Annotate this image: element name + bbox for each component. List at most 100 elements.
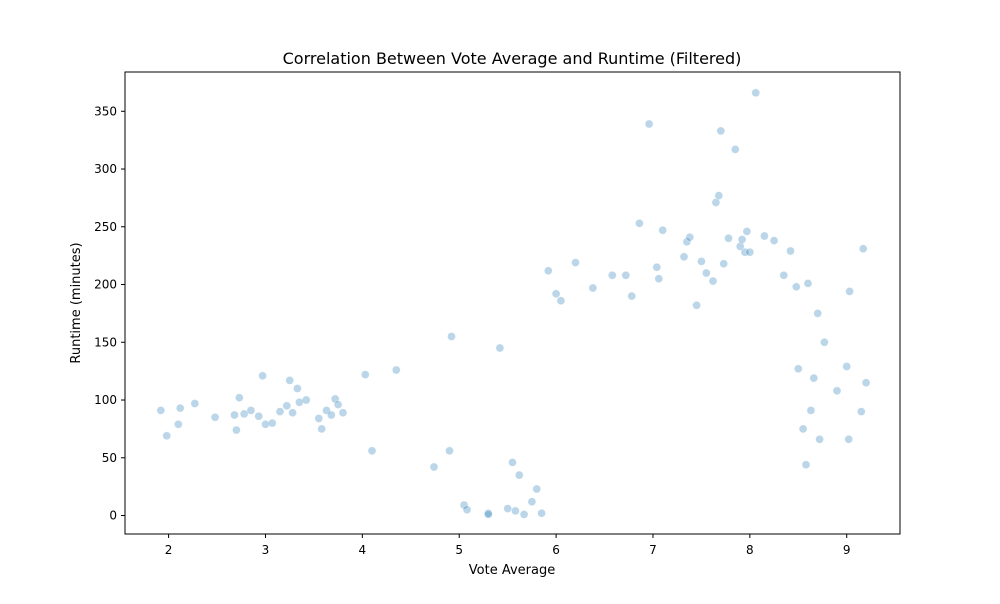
- data-point: [514, 470, 524, 480]
- y-tick-label: 250: [94, 220, 117, 234]
- data-point: [532, 484, 542, 494]
- data-point: [285, 376, 295, 385]
- data-point: [809, 373, 819, 383]
- y-tick-label: 50: [102, 451, 117, 465]
- data-point: [174, 419, 183, 429]
- y-tick-label: 100: [94, 393, 117, 407]
- data-point: [654, 274, 664, 284]
- x-tick-label: 6: [552, 543, 560, 557]
- x-tick-label: 3: [262, 543, 270, 557]
- data-point: [232, 425, 241, 435]
- y-tick-label: 350: [94, 104, 117, 118]
- data-point: [230, 410, 239, 420]
- data-point: [716, 126, 726, 136]
- data-point: [338, 408, 348, 418]
- data-point: [519, 510, 529, 519]
- data-point: [246, 406, 256, 415]
- data-point: [445, 446, 454, 456]
- data-point: [682, 237, 692, 247]
- data-point: [175, 403, 185, 413]
- data-point: [815, 434, 824, 444]
- x-axis: 2 3 4 5 6 7 8 9: [165, 534, 851, 557]
- data-point: [588, 283, 598, 293]
- data-point: [719, 259, 729, 269]
- data-point: [551, 289, 561, 299]
- data-point: [861, 378, 871, 388]
- data-point: [275, 407, 285, 416]
- data-point: [508, 458, 517, 467]
- data-point: [288, 408, 297, 418]
- data-point: [317, 424, 327, 434]
- data-point: [210, 412, 220, 422]
- data-point: [820, 337, 829, 347]
- data-point: [360, 370, 370, 379]
- data-point: [679, 252, 689, 262]
- data-point: [652, 262, 662, 272]
- data-point: [751, 88, 761, 98]
- data-point: [769, 236, 779, 245]
- data-point: [737, 235, 747, 244]
- data-point: [627, 291, 637, 301]
- data-point: [842, 362, 852, 371]
- data-point: [607, 270, 617, 280]
- x-tick-label: 5: [455, 543, 463, 557]
- data-point: [658, 225, 668, 235]
- data-point: [779, 270, 789, 280]
- data-point: [571, 258, 580, 267]
- data-point: [692, 300, 701, 310]
- data-point: [708, 276, 718, 286]
- data-point: [322, 406, 331, 415]
- data-point: [697, 257, 706, 266]
- data-point: [537, 508, 546, 518]
- data-point: [791, 282, 801, 292]
- data-point: [760, 231, 769, 241]
- data-point: [644, 119, 654, 129]
- data-point: [730, 145, 740, 154]
- data-point: [858, 244, 868, 253]
- data-point: [844, 434, 854, 444]
- data-point: [190, 399, 200, 408]
- data-point: [162, 431, 171, 441]
- data-point: [801, 460, 811, 470]
- y-tick-label: 0: [109, 509, 117, 523]
- data-point: [786, 246, 795, 256]
- y-tick-label: 300: [94, 162, 117, 176]
- y-axis: 0 50 100 150 200 250 300 350: [94, 104, 125, 523]
- data-point: [293, 384, 302, 393]
- plot-frame: [124, 71, 901, 535]
- data-point: [701, 268, 711, 278]
- data-point: [635, 219, 644, 228]
- chart-title: Correlation Between Vote Average and Run…: [283, 49, 742, 68]
- x-tick-label: 2: [165, 543, 173, 557]
- data-point: [793, 364, 803, 374]
- data-point: [483, 510, 493, 519]
- data-point: [685, 232, 695, 242]
- data-point: [391, 365, 401, 375]
- data-point: [621, 270, 631, 280]
- data-point: [856, 407, 866, 416]
- data-point: [429, 462, 439, 472]
- data-point: [333, 400, 343, 409]
- y-axis-label: Runtime (minutes): [69, 242, 84, 363]
- data-point: [740, 247, 750, 257]
- data-point: [462, 505, 472, 515]
- data-point: [267, 418, 277, 428]
- data-point: [261, 419, 270, 429]
- points-layer: [156, 88, 871, 519]
- data-point: [239, 409, 249, 419]
- data-point: [806, 406, 816, 415]
- data-point: [258, 371, 267, 381]
- data-point: [301, 395, 311, 405]
- data-point: [282, 401, 292, 411]
- x-tick-label: 4: [359, 543, 367, 557]
- x-axis-label: Vote Average: [469, 563, 555, 578]
- data-point: [503, 504, 513, 513]
- data-point: [803, 279, 813, 288]
- data-point: [735, 242, 745, 251]
- data-point: [156, 406, 166, 415]
- data-point: [447, 332, 456, 341]
- data-point: [742, 227, 752, 236]
